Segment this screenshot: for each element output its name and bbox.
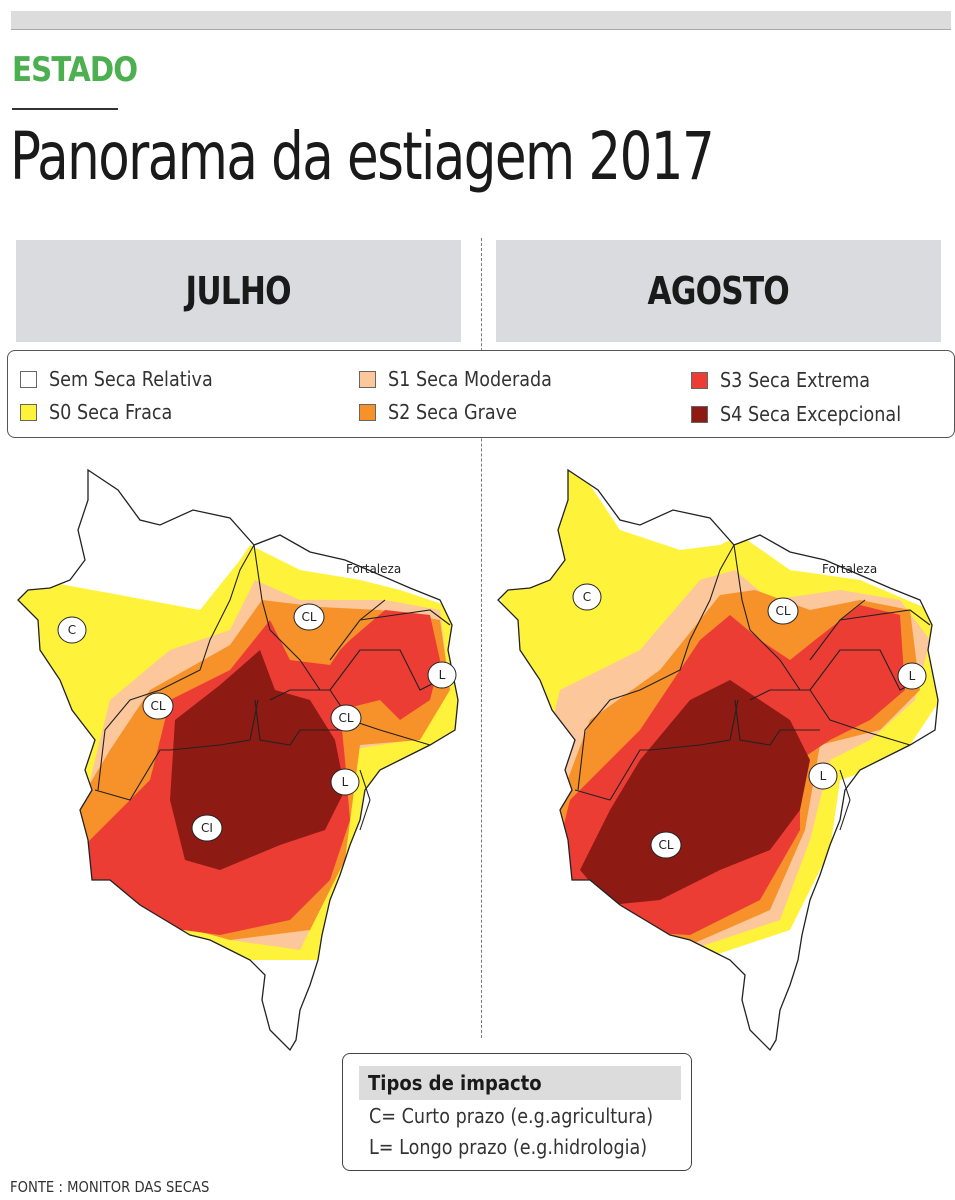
impact-badge: L xyxy=(330,768,360,796)
swatch-s1-icon xyxy=(359,370,376,388)
swatch-s3-icon xyxy=(691,371,708,389)
impact-badge: CL xyxy=(142,692,174,720)
impact-types-title: Tipos de impacto xyxy=(368,1071,542,1095)
map-agosto: Fortaleza xyxy=(497,468,939,1052)
section-rule xyxy=(12,108,118,110)
legend-label: S0 Seca Fraca xyxy=(49,400,173,424)
impact-badge: CL xyxy=(293,603,325,631)
legend-item-s2: S2 Seca Grave xyxy=(359,400,535,424)
impact-line-long-term: L= Longo prazo (e.g.hidrologia) xyxy=(369,1135,648,1159)
svg-text:L: L xyxy=(439,668,446,682)
legend-label: S3 Seca Extrema xyxy=(720,368,871,392)
svg-text:CL: CL xyxy=(338,711,353,725)
section-label: ESTADO xyxy=(12,50,138,90)
city-label-fortaleza-agosto: Fortaleza xyxy=(822,562,877,576)
drought-maps: Fortaleza Fortaleza C CL CL L CL L CI C … xyxy=(17,468,939,1052)
svg-text:CI: CI xyxy=(201,821,213,835)
svg-text:L: L xyxy=(909,669,916,683)
city-label-fortaleza-julho: Fortaleza xyxy=(346,562,401,576)
impact-badge: CL xyxy=(767,597,799,625)
swatch-s2-icon xyxy=(359,403,376,421)
legend-label: S1 Seca Moderada xyxy=(388,367,552,391)
legend-item-none: Sem Seca Relativa xyxy=(20,367,235,391)
panel-divider xyxy=(481,238,482,1038)
legend-item-s1: S1 Seca Moderada xyxy=(359,367,574,391)
impact-badge: CL xyxy=(650,831,682,859)
page-title: Panorama da estiagem 2017 xyxy=(10,118,715,195)
legend-item-s3: S3 Seca Extrema xyxy=(691,368,891,392)
svg-text:CL: CL xyxy=(775,604,790,618)
swatch-s0-icon xyxy=(20,403,37,421)
svg-text:C: C xyxy=(68,623,76,637)
drought-legend: Sem Seca Relativa S0 Seca Fraca S1 Seca … xyxy=(7,350,955,438)
legend-label: Sem Seca Relativa xyxy=(49,367,213,391)
svg-text:CL: CL xyxy=(658,838,673,852)
impact-badge: CL xyxy=(330,704,362,732)
svg-text:L: L xyxy=(342,775,349,789)
month-header-julho: JULHO xyxy=(16,240,461,342)
top-bar xyxy=(11,11,951,30)
source-credit: FONTE : MONITOR DAS SECAS xyxy=(10,1178,210,1196)
impact-badge: C xyxy=(57,616,87,644)
svg-text:C: C xyxy=(583,590,591,604)
impact-badges-julho: C CL CL L CL L CI xyxy=(57,603,457,842)
svg-text:CL: CL xyxy=(301,610,316,624)
month-label-julho: JULHO xyxy=(185,269,292,313)
impact-types-header: Tipos de impacto xyxy=(359,1066,681,1100)
impact-badge: L xyxy=(808,762,838,790)
impact-badge: CI xyxy=(191,814,223,842)
impact-line-short-term: C= Curto prazo (e.g.agricultura) xyxy=(369,1104,654,1128)
impact-types-box: Tipos de impacto C= Curto prazo (e.g.agr… xyxy=(342,1053,692,1171)
swatch-none-icon xyxy=(20,370,37,388)
impact-badge: C xyxy=(572,583,602,611)
svg-text:CL: CL xyxy=(150,699,165,713)
legend-label: S4 Seca Excepcional xyxy=(720,402,902,426)
impact-badges-agosto: C CL L L CL xyxy=(572,583,927,859)
map-julho: Fortaleza xyxy=(17,468,459,1052)
legend-item-s4: S4 Seca Excepcional xyxy=(691,402,926,426)
swatch-s4-icon xyxy=(691,405,708,423)
impact-badge: L xyxy=(427,661,457,689)
month-header-agosto: AGOSTO xyxy=(496,240,941,342)
impact-badge: L xyxy=(897,662,927,690)
svg-text:L: L xyxy=(820,769,827,783)
legend-item-s0: S0 Seca Fraca xyxy=(20,400,189,424)
month-label-agosto: AGOSTO xyxy=(647,269,790,313)
legend-label: S2 Seca Grave xyxy=(388,400,517,424)
